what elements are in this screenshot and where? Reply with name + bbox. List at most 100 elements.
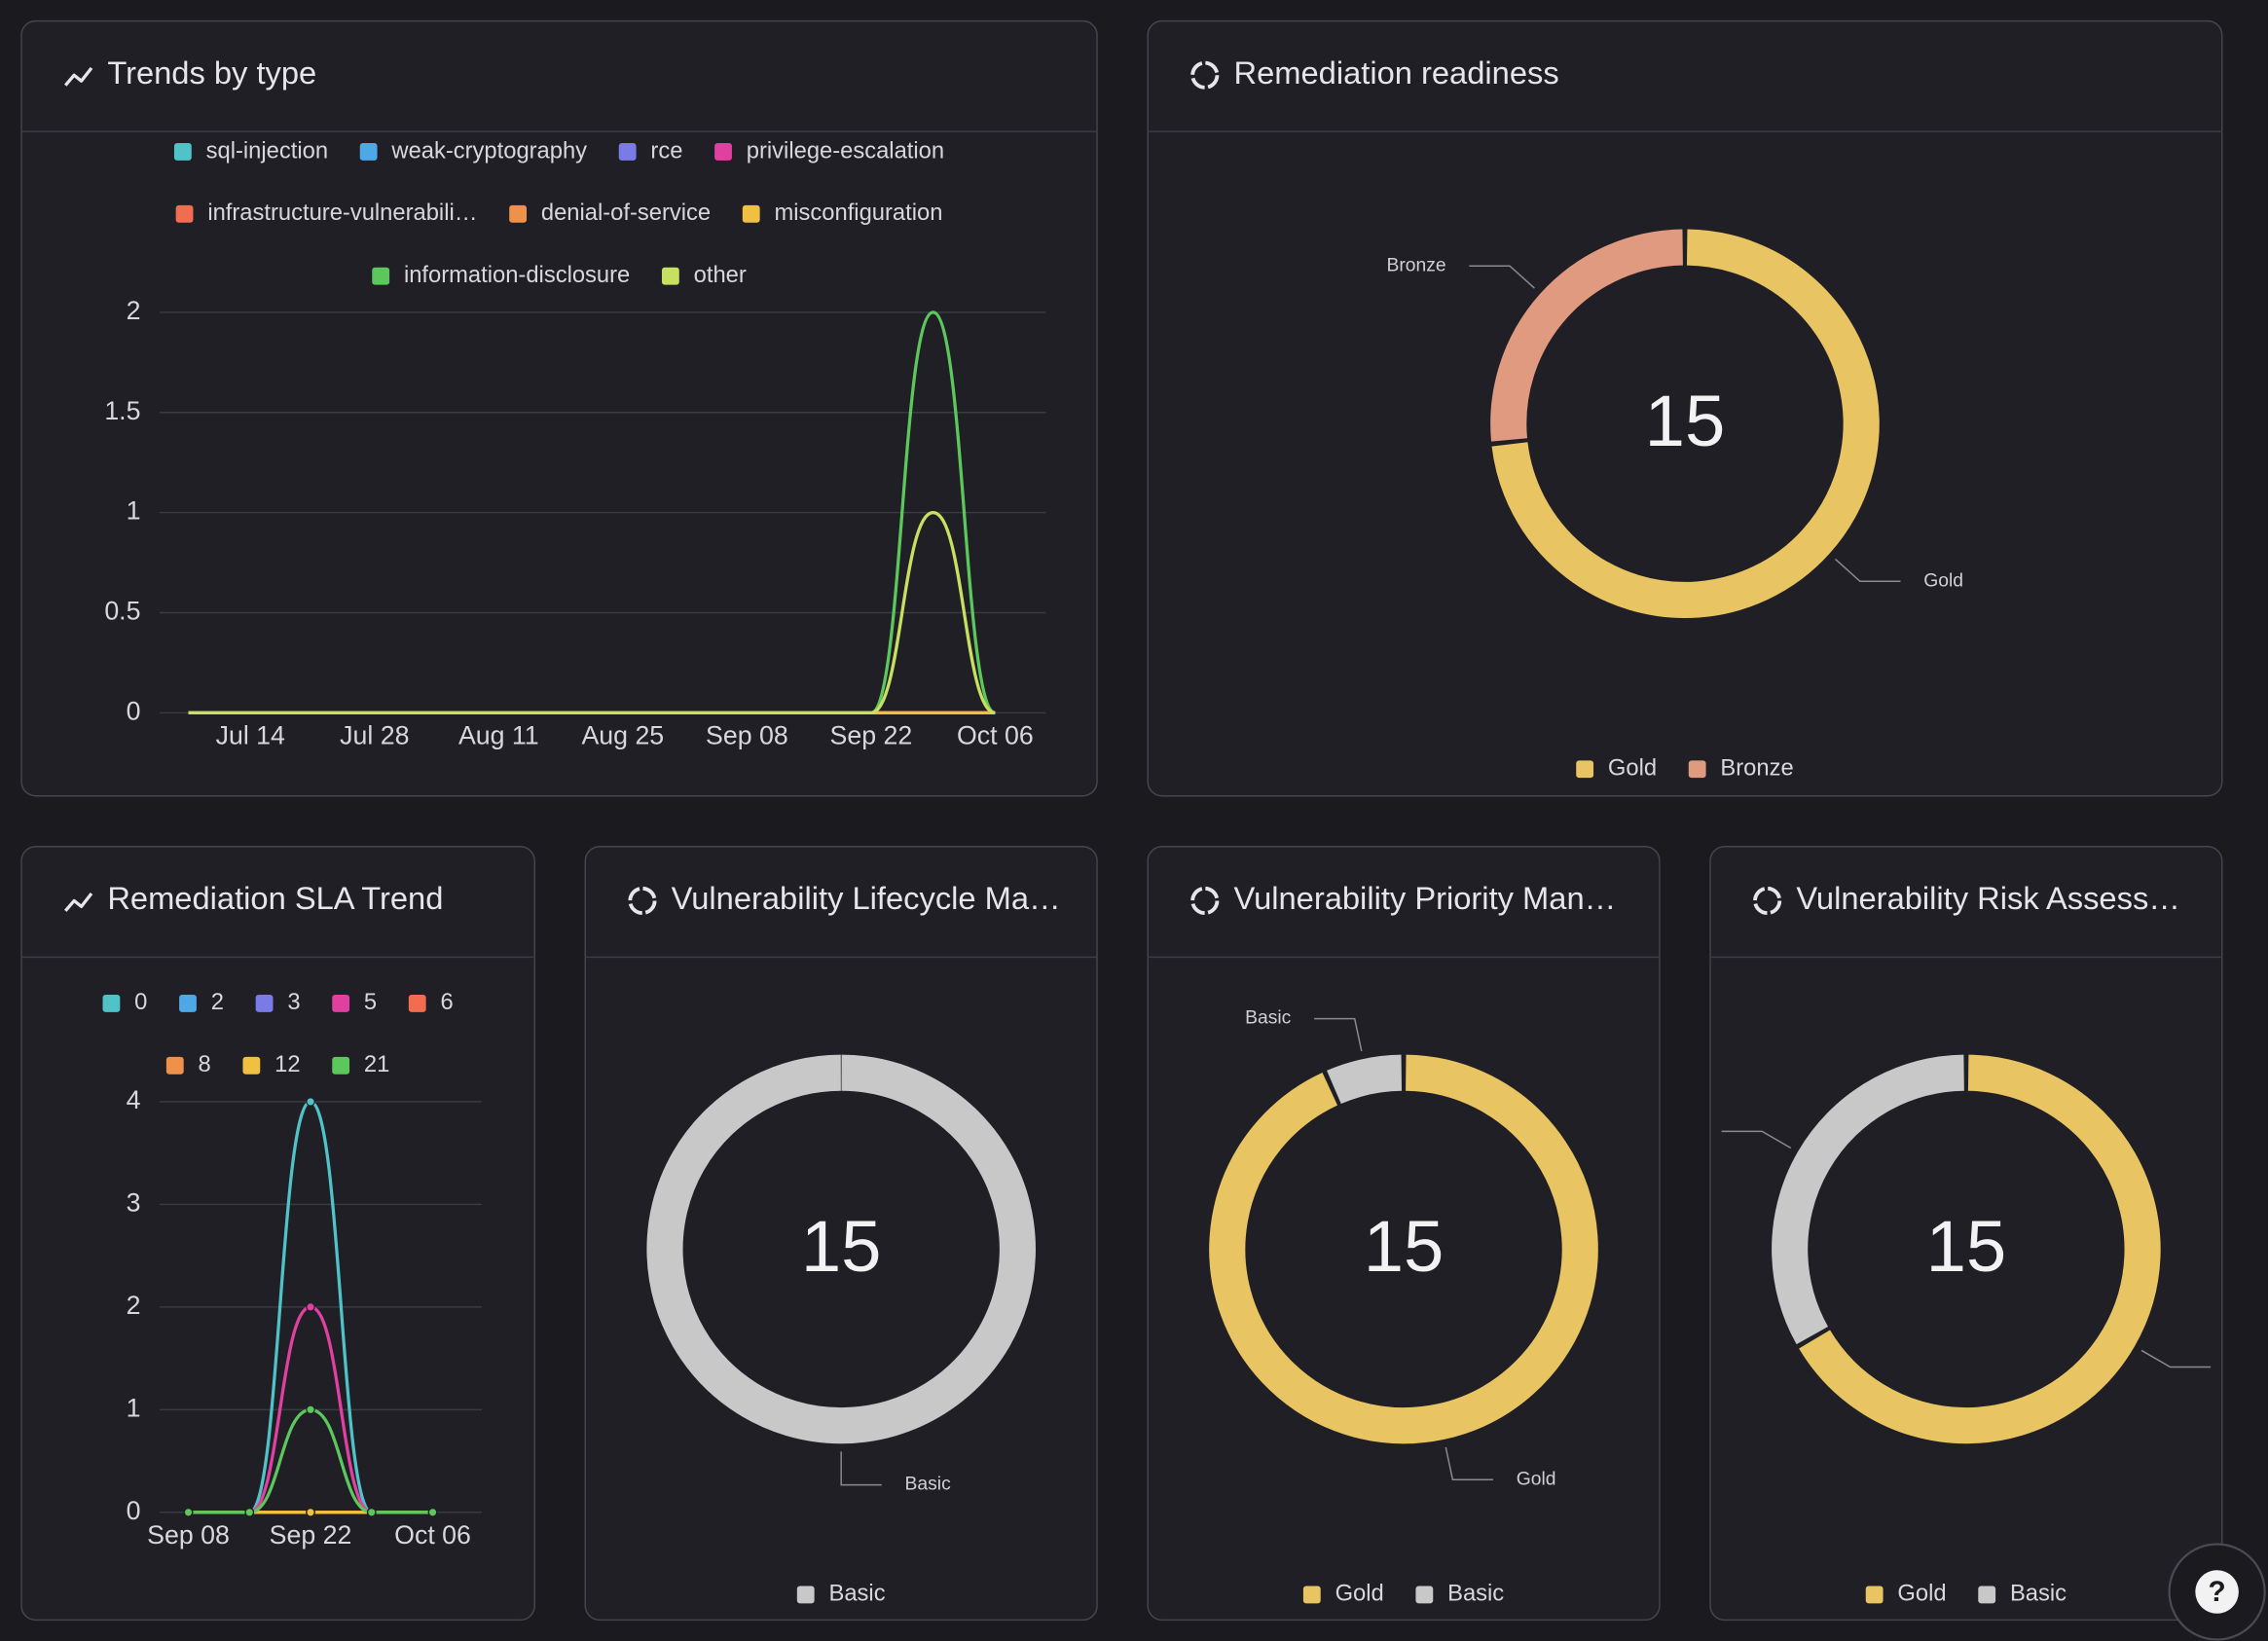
panel-title: Vulnerability Risk Assess… — [1796, 880, 2180, 916]
legend-swatch — [359, 143, 378, 161]
leader-line — [1445, 1446, 1493, 1481]
leader-line — [1721, 1130, 1792, 1149]
legend-label: other — [694, 262, 747, 288]
legend-swatch — [255, 994, 274, 1012]
legend-swatch — [796, 1586, 815, 1604]
slice-label: Basic — [905, 1475, 952, 1495]
x-tick-label: Oct 06 — [394, 1520, 471, 1550]
legend-swatch — [1978, 1586, 1996, 1604]
point-marker — [367, 1508, 377, 1517]
x-tick-label: Sep 22 — [270, 1520, 352, 1550]
help-icon[interactable] — [2195, 1570, 2239, 1614]
panel-box — [584, 845, 1098, 1622]
y-tick-label: 3 — [127, 1187, 141, 1217]
donut-slice — [1491, 229, 1880, 619]
legend-swatch — [332, 994, 350, 1012]
panel-box — [20, 845, 536, 1622]
legend-swatch — [1688, 760, 1706, 779]
x-tick-label: Sep 22 — [830, 721, 913, 750]
legend-label: 8 — [199, 1051, 211, 1077]
donut-icon — [628, 886, 657, 916]
y-tick-label: 4 — [127, 1085, 141, 1114]
panel-title: Vulnerability Lifecycle Ma… — [672, 880, 1061, 916]
panel: Trends by type 0 0.5 1 1.5 2 Jul 14 Jul 28 Aug 1… — [20, 19, 1098, 797]
legend-swatch — [742, 204, 760, 223]
panel-title: Vulnerability Priority Man… — [1233, 880, 1616, 916]
trend-icon — [64, 66, 93, 87]
help-label[interactable]: ? — [2209, 1576, 2226, 1608]
panel-box — [1709, 845, 2223, 1622]
legend-label: Gold — [1335, 1581, 1384, 1607]
x-tick-label: Sep 08 — [147, 1520, 230, 1550]
legend-label: 5 — [364, 989, 377, 1015]
y-tick-label: 2 — [127, 1291, 141, 1320]
x-tick-label: Sep 08 — [706, 721, 788, 750]
slice-label: Gold — [1923, 570, 1963, 591]
slice-label: Basic — [1245, 1008, 1292, 1029]
legend-swatch — [173, 143, 192, 161]
point-marker — [183, 1508, 194, 1517]
panels: Trends by type 0 0.5 1 1.5 2 Jul 14 Jul 28 Aug 1… — [20, 19, 2223, 1622]
legend-swatch — [1415, 1586, 1434, 1604]
y-tick-label: 1 — [127, 496, 141, 526]
panel: Vulnerability Risk Assess…GoldBasic15Gol… — [1709, 845, 2223, 1622]
slice-label: Bronze — [1387, 255, 1446, 275]
panel-box — [1147, 845, 1661, 1622]
legend-label: information-disclosure — [404, 262, 630, 288]
donut-total: 15 — [1645, 381, 1726, 461]
series-line — [188, 510, 996, 714]
legend-swatch — [408, 994, 426, 1012]
point-marker — [306, 1508, 315, 1517]
leader-line — [840, 1451, 882, 1486]
x-tick-label: Aug 11 — [458, 721, 539, 750]
donut-total: 15 — [1364, 1206, 1445, 1287]
panel-box — [20, 19, 1098, 797]
legend-label: Basic — [2010, 1581, 2067, 1607]
legend-label: Gold — [1897, 1581, 1946, 1607]
leader-line — [1314, 1017, 1363, 1052]
slice-label: Gold — [1517, 1469, 1556, 1489]
panel-title: Remediation readiness — [1233, 55, 1558, 91]
trend-icon — [64, 893, 93, 912]
legend-swatch — [1865, 1586, 1884, 1604]
donut-slice — [1799, 1054, 2161, 1444]
y-tick-label: 0 — [127, 1496, 141, 1525]
legend-label: 2 — [211, 989, 224, 1015]
x-tick-label: Jul 14 — [216, 721, 285, 750]
donut-slice — [1209, 1054, 1598, 1444]
legend-swatch — [618, 143, 637, 161]
legend-label: 0 — [134, 989, 147, 1015]
y-tick-label: 1 — [127, 1393, 141, 1422]
leader-line — [1469, 265, 1535, 289]
panel: Vulnerability Priority Man… Gold Basic 15 Go… — [1147, 845, 1661, 1622]
point-marker — [306, 1302, 315, 1312]
legend-swatch — [165, 1056, 184, 1075]
y-tick-label: 0 — [127, 696, 141, 725]
x-tick-label: Oct 06 — [957, 721, 1034, 750]
legend-swatch — [714, 143, 732, 161]
legend-label: Basic — [828, 1581, 885, 1607]
legend-swatch — [1302, 1586, 1321, 1604]
legend-label: privilege-escalation — [747, 137, 944, 164]
panel: Vulnerability Lifecycle Ma… Basic 15 Basic — [584, 845, 1098, 1622]
legend-label: 21 — [364, 1051, 389, 1077]
panel-title: Trends by type — [107, 55, 316, 91]
legend-label: Basic — [1447, 1581, 1504, 1607]
y-tick-label: 1.5 — [104, 396, 140, 425]
donut-total: 15 — [801, 1206, 882, 1287]
point-marker — [306, 1404, 315, 1415]
legend-label: 3 — [287, 989, 300, 1015]
y-tick-label: 2 — [127, 296, 141, 325]
point-marker — [244, 1508, 255, 1517]
legend-swatch — [102, 994, 121, 1012]
help-button[interactable]: ? — [2168, 1543, 2266, 1641]
legend-swatch — [509, 204, 528, 223]
donut-icon — [1190, 886, 1220, 916]
legend-label: sql-injection — [206, 137, 328, 164]
legend-label: Gold — [1608, 755, 1657, 782]
panel-title: Remediation SLA Trend — [107, 880, 443, 916]
legend-swatch — [179, 994, 197, 1012]
panel: Remediation SLA Trend 0 1 2 3 4 Sep 08 Sep 22 Oc… — [20, 845, 536, 1622]
